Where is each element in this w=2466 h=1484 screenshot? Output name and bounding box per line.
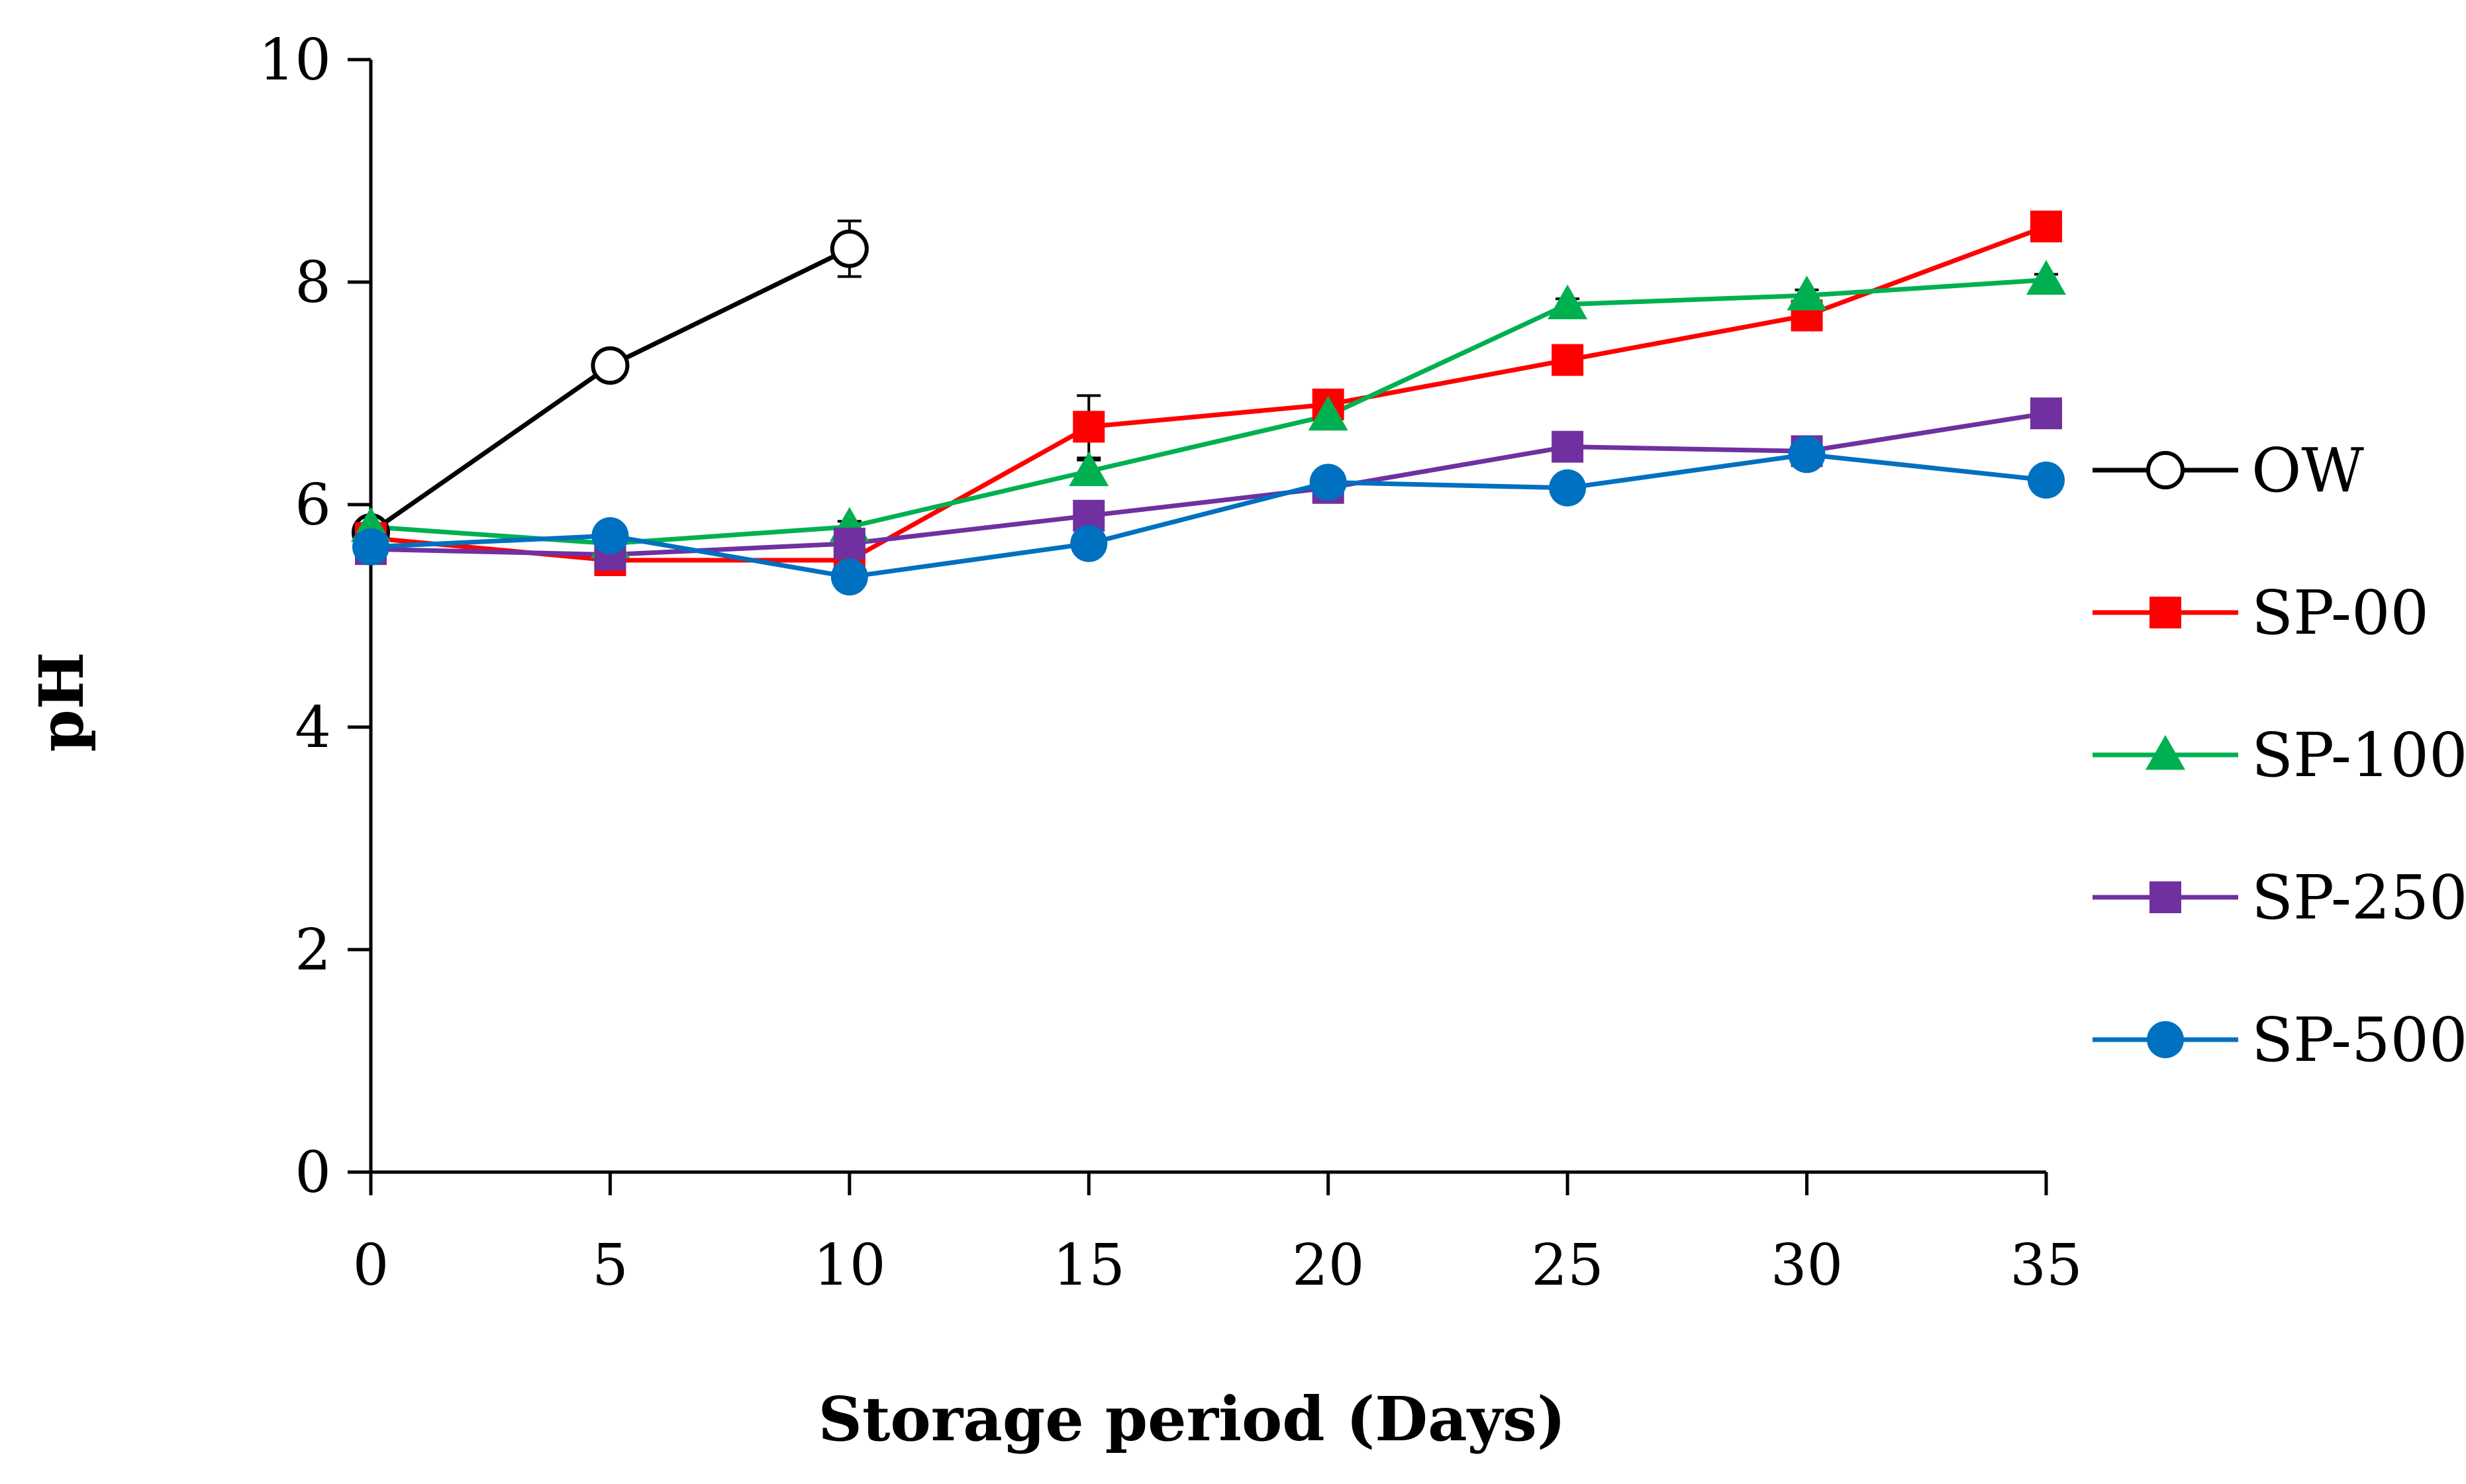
data-point-sp-250 xyxy=(833,527,865,560)
legend-marker-sp-00 xyxy=(2149,597,2181,628)
x-tick-label: 5 xyxy=(592,1232,628,1299)
series-markers xyxy=(351,211,2066,596)
data-point-sp-00 xyxy=(1552,344,1584,376)
legend-item-sp-250: SP-250 xyxy=(2093,862,2466,933)
data-point-sp-500 xyxy=(1309,464,1347,501)
x-tick-label: 10 xyxy=(813,1232,885,1299)
series-line-sp-500 xyxy=(370,452,2047,579)
y-tick-label: 4 xyxy=(295,695,331,761)
series-line-sp-250 xyxy=(370,411,2047,558)
legend-marker-sp-500 xyxy=(2147,1021,2184,1058)
data-point-sp-100 xyxy=(1787,275,1827,311)
legend-marker-sp-100 xyxy=(2145,735,2185,770)
series-line-sp-00 xyxy=(370,224,2047,563)
x-tick-label: 0 xyxy=(353,1232,389,1299)
data-point-sp-500 xyxy=(591,517,629,555)
y-tick-label: 0 xyxy=(295,1140,331,1206)
data-point-sp-00 xyxy=(1073,411,1105,443)
legend-label-ow: OW xyxy=(2251,435,2364,506)
legend-marker-sp-250 xyxy=(2149,881,2181,913)
legend-item-sp-500: SP-500 xyxy=(2093,1005,2466,1075)
series-lines xyxy=(369,224,2047,579)
data-point-sp-100 xyxy=(1308,395,1348,431)
data-point-sp-500 xyxy=(1070,524,1108,562)
data-point-sp-500 xyxy=(2028,462,2065,499)
legend-label-sp-100: SP-100 xyxy=(2251,720,2466,791)
x-tick-label: 30 xyxy=(1771,1232,1843,1299)
legend-marker-ow xyxy=(2146,451,2185,489)
data-point-sp-250 xyxy=(1552,430,1584,463)
data-point-sp-250 xyxy=(2030,397,2062,430)
y-tick-label: 2 xyxy=(295,917,331,983)
legend-item-sp-100: SP-100 xyxy=(2093,720,2466,791)
legend-item-ow: OW xyxy=(2093,435,2364,506)
data-point-ow xyxy=(830,229,869,268)
x-tick-label: 35 xyxy=(2010,1232,2082,1299)
axes xyxy=(348,58,2048,1195)
x-tick-label: 25 xyxy=(1531,1232,1603,1299)
y-tick-label: 10 xyxy=(259,27,331,93)
legend-label-sp-250: SP-250 xyxy=(2251,862,2466,933)
x-tick-label: 15 xyxy=(1053,1232,1125,1299)
tick-labels: 0 2 4 6 8 10 0 5 10 15 20 25 30 35 xyxy=(259,27,2083,1299)
legend: OW SP-00 SP-100 SP-250 SP-500 xyxy=(2093,435,2466,1075)
data-point-sp-100 xyxy=(2026,260,2066,295)
data-point-ow xyxy=(591,346,630,385)
data-point-sp-500 xyxy=(830,558,868,596)
y-tick-label: 8 xyxy=(295,250,331,316)
legend-label-sp-500: SP-500 xyxy=(2251,1005,2466,1075)
data-point-sp-500 xyxy=(1788,436,1826,473)
data-point-sp-500 xyxy=(352,528,389,566)
y-axis-title: pH xyxy=(26,652,97,752)
data-point-sp-500 xyxy=(1549,469,1587,507)
legend-item-sp-00: SP-00 xyxy=(2093,577,2429,648)
series-line-ow xyxy=(369,246,851,534)
legend-label-sp-00: SP-00 xyxy=(2251,577,2429,648)
y-tick-label: 6 xyxy=(295,472,331,538)
data-point-sp-100 xyxy=(1548,284,1588,320)
data-point-sp-100 xyxy=(1069,451,1109,487)
x-axis-title: Storage period (Days) xyxy=(818,1383,1566,1455)
data-point-sp-00 xyxy=(2030,211,2062,242)
x-tick-label: 20 xyxy=(1292,1232,1364,1299)
